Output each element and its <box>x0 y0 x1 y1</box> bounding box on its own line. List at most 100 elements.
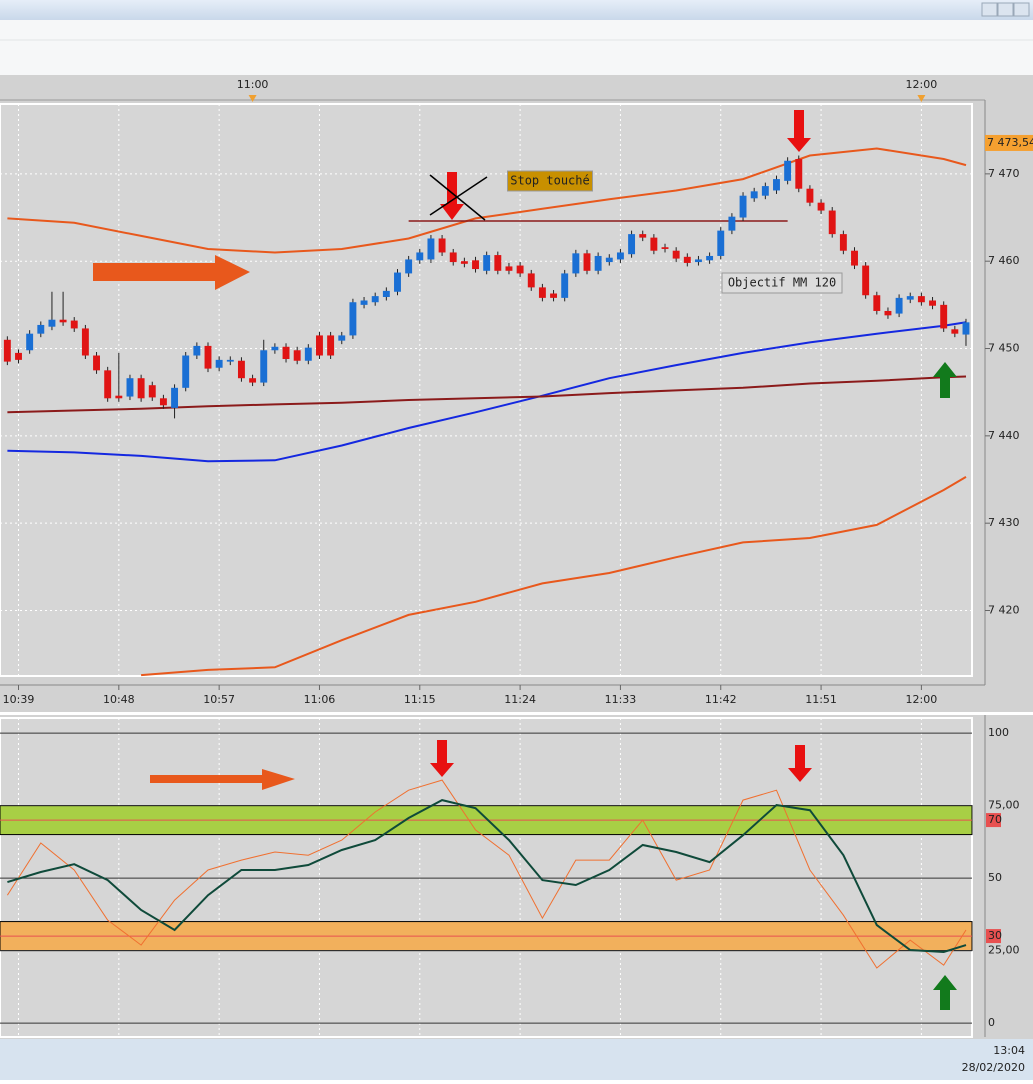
indicator-line <box>7 147 967 254</box>
candle-body <box>93 355 100 371</box>
candle-body <box>806 188 814 203</box>
arrows <box>93 110 957 1010</box>
x-tick-label: 10:39 <box>3 693 35 706</box>
candle-body <box>338 335 346 341</box>
window-buttons[interactable] <box>981 2 1030 17</box>
price-marker-label: 7 473,54 <box>987 136 1033 149</box>
candle-body <box>126 378 134 397</box>
candle-body <box>148 385 156 398</box>
y-tick-label: 30 <box>988 929 1002 942</box>
x-tick-label: 11:42 <box>705 693 737 706</box>
candle-body <box>761 186 769 196</box>
sell-arrow <box>787 110 811 152</box>
candle-body <box>260 350 268 383</box>
price-plot <box>0 103 973 677</box>
candle-body <box>706 255 714 261</box>
candle-body <box>828 210 836 235</box>
x2-tick-label: 12:00 <box>906 78 938 91</box>
y-tick-label: 70 <box>988 813 1002 826</box>
y-tick-label: 7 420 <box>988 604 1020 617</box>
candle-body <box>851 250 858 266</box>
candle-body <box>349 302 357 336</box>
y-tick-label: 7 440 <box>988 429 1020 442</box>
candle-body <box>438 238 446 253</box>
y-tick-label: 7 470 <box>988 167 1020 180</box>
candle-body <box>316 335 323 356</box>
candle-body <box>795 159 803 189</box>
panel-separator <box>0 712 1033 715</box>
candle-body <box>728 216 736 231</box>
level-label-bg <box>986 929 1001 944</box>
y-tick-label: 75,00 <box>988 799 1020 812</box>
candle-body <box>204 345 212 369</box>
level-label-bg <box>986 813 1001 828</box>
candle-body <box>394 272 401 292</box>
candle-body <box>104 370 112 399</box>
candle-body <box>717 230 725 256</box>
candle-body <box>895 297 903 314</box>
candle-body <box>839 234 847 251</box>
cross <box>429 176 488 216</box>
clock-time: 13:04 <box>993 1044 1025 1057</box>
candle-body <box>360 300 368 305</box>
candle-body <box>683 256 691 263</box>
candle-body <box>884 310 892 316</box>
candle-body <box>572 253 580 274</box>
candle-body <box>650 237 658 251</box>
candle-body <box>371 296 379 303</box>
candle-body <box>405 259 413 274</box>
candle-body <box>605 257 613 263</box>
candle-body <box>750 191 758 199</box>
candle-body <box>460 261 468 264</box>
candle-body <box>282 346 290 359</box>
candle-body <box>527 273 535 288</box>
x-tick-label: 10:48 <box>103 693 135 706</box>
candle-body <box>427 238 435 260</box>
candle-body <box>59 319 67 323</box>
candle-body <box>327 335 335 356</box>
x-tick-label: 11:06 <box>304 693 336 706</box>
candle-body <box>449 252 457 263</box>
x-tick-label: 10:57 <box>203 693 235 706</box>
x2-tick-label: 11:00 <box>237 78 269 91</box>
close-button[interactable] <box>1013 2 1030 17</box>
y-tick-label: 0 <box>988 1016 995 1029</box>
candle-body <box>271 346 279 351</box>
candle-body <box>304 347 312 361</box>
annotation-box <box>721 272 843 294</box>
x2-tick <box>917 95 926 102</box>
candle-body <box>616 252 624 260</box>
candle-body <box>237 360 245 379</box>
y-tick-label: 100 <box>988 726 1009 739</box>
candle-body <box>26 333 34 351</box>
candle-body <box>661 247 669 249</box>
candle-body <box>940 304 948 329</box>
taskbar <box>0 1039 1033 1080</box>
candle-body <box>226 359 234 362</box>
candle-body <box>15 352 22 360</box>
clock-date: 28/02/2020 <box>962 1061 1025 1074</box>
candle-body <box>472 260 479 270</box>
candle-body <box>494 255 502 271</box>
candle-body <box>951 329 959 334</box>
annotation: Objectif MM 120 <box>728 276 836 290</box>
trend-arrow <box>93 255 250 290</box>
price-marker <box>985 134 1033 151</box>
indicator-line <box>7 321 967 463</box>
candle-body <box>583 253 591 271</box>
candle-body <box>293 350 301 361</box>
maximize-button[interactable] <box>997 2 1014 17</box>
candle-body <box>672 250 680 259</box>
candle-body <box>538 287 546 298</box>
buy-arrow <box>933 362 957 398</box>
candle-body <box>193 345 201 356</box>
candle-body <box>873 295 881 311</box>
candle-body <box>628 234 636 255</box>
price-chart: 7 420 7 430 7 440 7 450 7 460 7 470 10:39 10:48… <box>0 78 1033 1037</box>
candle-body <box>115 395 123 399</box>
minimize-button[interactable] <box>981 2 998 17</box>
toolbar <box>0 20 1033 75</box>
candle-body <box>48 319 56 327</box>
